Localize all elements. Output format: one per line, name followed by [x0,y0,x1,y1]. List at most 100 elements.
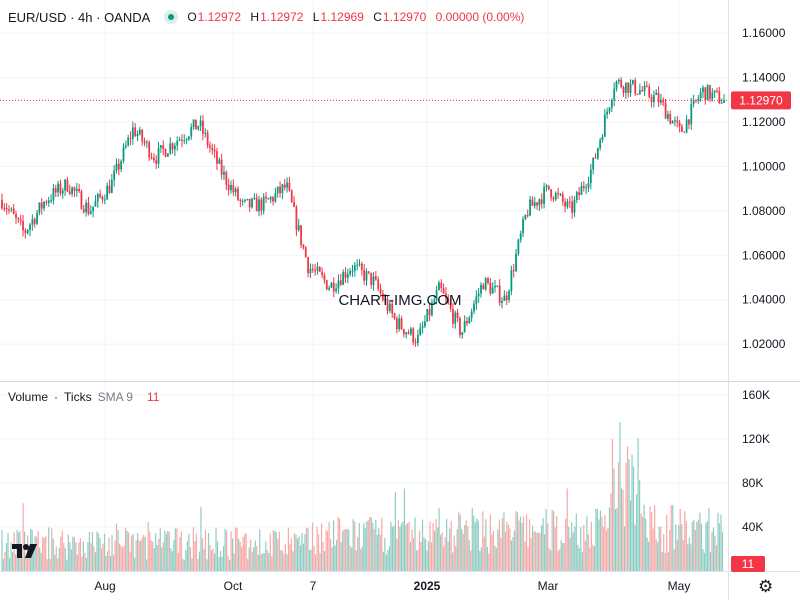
volume-sep: · [54,390,58,404]
volume-bar [332,547,333,571]
volume-bar [434,531,435,571]
volume-tick-label: 80K [742,476,763,490]
candle-body [286,183,288,188]
candle-body [20,219,22,221]
candle-body [186,139,188,140]
candle-body [211,148,213,150]
volume-bar [360,549,361,571]
volume-bar [181,532,182,571]
candle-body [78,189,80,191]
candle-body [429,309,431,315]
candle-body [468,318,470,324]
volume-bar [533,532,534,571]
volume-bar [51,528,52,571]
candle-body [74,187,76,191]
volume-bar [136,540,137,571]
market-status-icon[interactable] [164,10,178,24]
volume-bar [289,544,290,571]
volume-bar [363,523,364,571]
volume-bar [117,530,118,571]
volume-bar [541,525,542,571]
candle-body [546,185,548,187]
candle-body [697,99,699,101]
volume-bar [319,553,320,571]
volume-bar [612,439,613,571]
volume-bar [206,559,207,571]
volume-bar [113,555,114,571]
volume-bar [651,512,652,571]
candle-body [239,200,241,201]
volume-bar [300,545,301,571]
volume-bar [276,532,277,571]
volume-bar [120,545,121,571]
volume-bar [119,544,120,571]
volume-last-value: 11 [742,557,755,571]
volume-bar [702,549,703,571]
volume-bar [565,519,566,571]
candle-body [513,270,515,271]
candle-body [237,189,239,200]
volume-bar [214,553,215,571]
candle-body [55,188,57,192]
time-tick-label: May [668,579,691,593]
candle-body [244,200,246,201]
volume-bar [449,529,450,571]
volume-bar [369,517,370,571]
candle-body [354,265,356,270]
volume-bar [71,549,72,571]
candle-body [503,296,505,301]
volume-bar [422,520,423,571]
tradingview-logo-icon[interactable] [10,540,40,562]
volume-bar [347,529,348,571]
candle-body [711,92,713,99]
candle-body [534,202,536,205]
candle-body [485,278,487,289]
candle-body [312,269,314,270]
time-tick-label: 2025 [414,579,441,593]
volume-bar [696,522,697,571]
candle-body [104,200,106,201]
volume-bar [508,525,509,571]
candle-body [148,142,150,157]
volume-legend[interactable]: Volume · Ticks SMA 9 11 [8,390,159,404]
volume-bar [705,523,706,571]
volume-bar [280,550,281,571]
candle-body [109,186,111,193]
volume-bar [393,526,394,571]
candle-body [613,89,615,100]
candle-body [625,83,627,93]
volume-bar [543,518,544,571]
price-tick-label: 1.06000 [742,248,786,262]
candle-body [326,280,328,289]
volume-bar [104,534,105,571]
symbol-title[interactable]: EUR/USD · 4h · OANDA [8,10,150,25]
chart-legend: EUR/USD · 4h · OANDA O1.12972 H1.12972 L… [8,7,530,27]
volume-bar [512,537,513,571]
gear-icon[interactable]: ⚙ [758,577,773,597]
candle-body [515,254,517,271]
volume-bar [585,541,586,571]
candle-body [658,93,660,103]
volume-bar [401,524,402,571]
candle-body [599,140,601,148]
price-axis[interactable]: 1.160001.140001.120001.100001.080001.060… [742,26,786,351]
volume-bar [463,534,464,571]
volume-bar [656,539,657,571]
candle-body [223,172,225,175]
volume-bar [383,552,384,571]
volume-bar [436,519,437,571]
volume-bar [255,540,256,571]
candle-body [321,272,323,275]
volume-bar [487,547,488,571]
volume-bar [114,540,115,571]
volume-bar [386,554,387,571]
volume-bar [445,537,446,571]
candle-body [440,283,442,289]
candle-body [651,97,653,102]
candle-body [324,275,326,280]
volume-bar [250,539,251,571]
candle-body [396,318,398,329]
